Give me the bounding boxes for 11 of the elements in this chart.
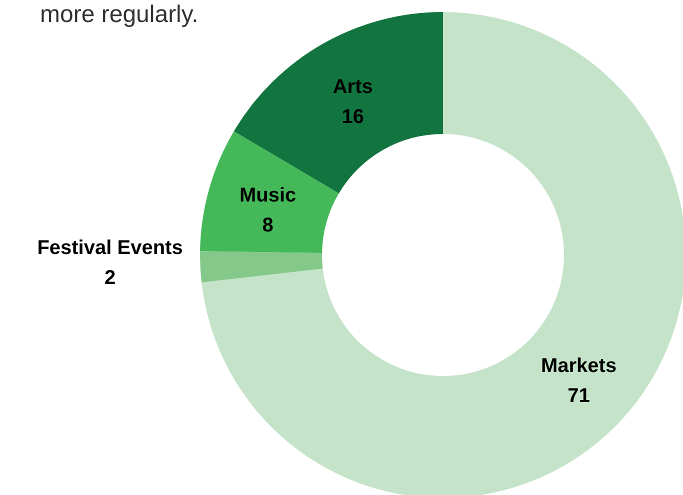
slice-label: Arts [332,76,373,98]
donut-slice [200,131,339,254]
chart-subtitle: more regularly. [40,1,198,28]
slice-label: Markets [540,355,617,378]
data-label: 16 [342,106,364,128]
donut-slice [200,251,323,282]
slice-label: Festival Events [37,237,183,259]
slice-label: Music [240,184,296,207]
data-label: 8 [262,214,274,237]
data-label: 2 [104,267,116,289]
data-label: 71 [568,385,590,408]
